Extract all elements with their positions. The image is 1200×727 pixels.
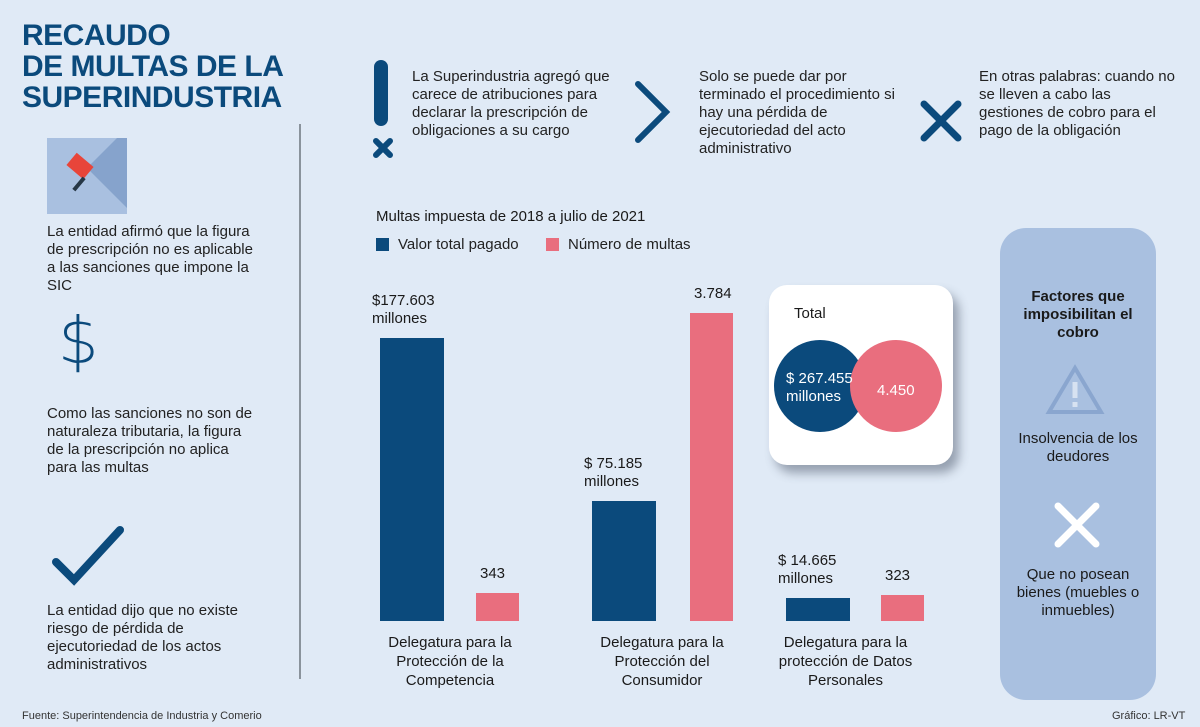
legend-label-valor: Valor total pagado (398, 236, 519, 253)
top-text: Solo se puede dar por terminado el proce… (699, 68, 895, 157)
data-label: 323 (885, 566, 911, 584)
bar-valor-pagado (592, 501, 656, 621)
left-text: La entidad dijo que no existe riesgo de … (47, 602, 238, 673)
factor-text: Que no posean bienes (muebles o inmueble… (1016, 566, 1140, 619)
top-text: En otras palabras: cuando no se lleven a… (979, 68, 1175, 139)
title-line: DE MULTAS DE LA (22, 50, 284, 83)
factor-text: Insolvencia de los deudores (1018, 430, 1138, 465)
category-label: Delegatura para la protección de Datos P… (778, 634, 913, 689)
x-small-icon (373, 138, 393, 158)
bar-numero-multas (881, 594, 924, 621)
top-text: La Superindustria agregó que carece de a… (412, 68, 610, 139)
legend-swatch-valor (376, 238, 389, 251)
category-label: Delegatura para la Protección de la Comp… (388, 634, 512, 689)
total-value: $ 267.455 millones (786, 370, 853, 405)
total-count: 4.450 (877, 382, 915, 399)
bar-numero-multas (476, 593, 519, 621)
source-note: Fuente: Superintendencia de Industria y … (22, 710, 262, 722)
dollar-icon: $ (58, 305, 99, 379)
bar-valor-pagado (380, 338, 444, 621)
legend-swatch-numero (546, 238, 559, 251)
warning-icon (1045, 364, 1105, 414)
data-label: 3.784 (694, 285, 732, 302)
legend-label-numero: Número de multas (568, 236, 691, 253)
exclamation-x-icon (374, 60, 388, 126)
x-icon (1054, 502, 1100, 548)
factors-panel: Factores que imposibilitan el cobro Inso… (1000, 228, 1156, 700)
title-line: RECAUDO (22, 19, 171, 52)
bar-numero-multas (690, 313, 733, 621)
chart-title: Multas impuesta de 2018 a julio de 2021 (376, 208, 646, 225)
factors-title: Factores que imposibilitan el cobro (1023, 288, 1133, 341)
total-card: Total $ 267.455 millones 4.450 (769, 285, 953, 465)
x-icon (920, 100, 962, 142)
data-label: $ 75.185 millones (584, 455, 643, 491)
left-text: Como las sanciones no son de naturaleza … (47, 405, 253, 476)
total-count-circle (850, 340, 942, 432)
left-text: La entidad afirmó que la figura de presc… (47, 223, 253, 294)
bar-valor-pagado (786, 597, 850, 621)
chevron-right-icon (635, 81, 671, 143)
divider (299, 124, 301, 679)
page-title: RECAUDO DE MULTAS DE LA SUPERINDUSTRIA (22, 19, 284, 114)
total-label: Total (794, 305, 826, 322)
category-label: Delegatura para la Protección del Consum… (600, 634, 724, 689)
data-label: $177.603 millones (372, 292, 435, 327)
title-line: SUPERINDUSTRIA (22, 81, 282, 114)
data-label: 343 (480, 565, 506, 583)
data-label: $ 14.665 millones (778, 551, 837, 587)
checkmark-icon (52, 526, 124, 586)
credit-note: Gráfico: LR-VT (1112, 710, 1186, 722)
flag-icon (47, 138, 127, 214)
